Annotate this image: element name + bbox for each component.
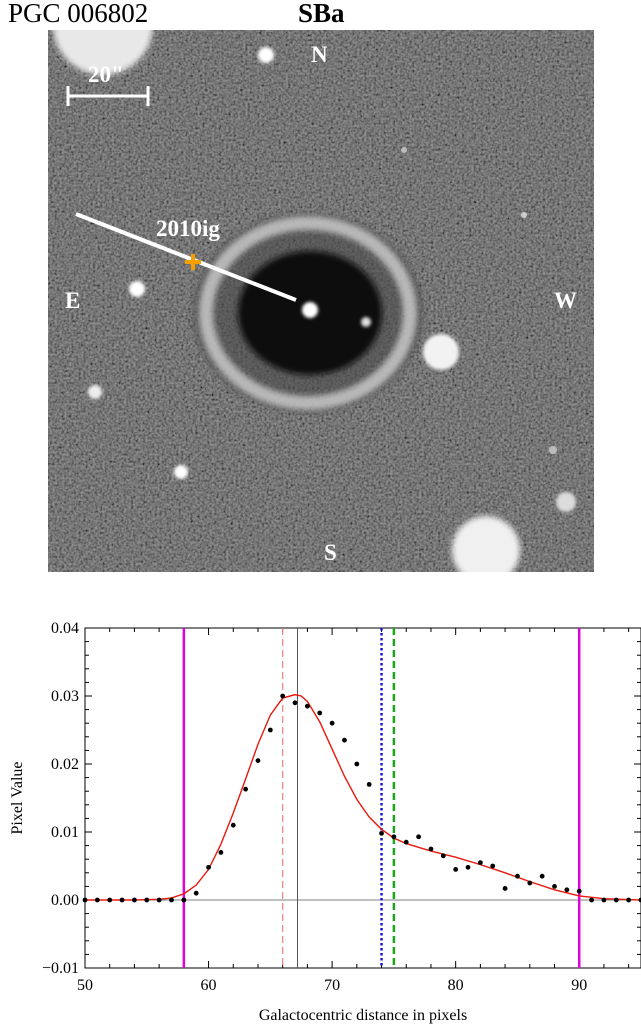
data-point [515, 873, 520, 879]
data-point [391, 834, 397, 840]
y-tick-label: 0.02 [51, 756, 79, 773]
compass-south: S [324, 540, 337, 565]
morphological-type: SBa [298, 0, 345, 28]
data-point [292, 700, 298, 706]
compass-east: E [65, 288, 81, 313]
data-point [490, 863, 496, 869]
data-point [193, 890, 199, 896]
data-point [317, 710, 323, 716]
corner-star [452, 516, 520, 572]
galaxy-nucleus [302, 302, 318, 318]
data-point [502, 886, 508, 891]
data-point [416, 834, 421, 840]
plot-frame [84, 627, 641, 969]
supernova-marker-icon [185, 254, 201, 270]
compass-west: W [554, 288, 577, 313]
data-point [181, 897, 187, 903]
data-point [552, 884, 557, 889]
x-tick-label: 80 [448, 977, 464, 994]
data-point [379, 830, 384, 836]
compass-north: N [311, 42, 328, 67]
data-point [107, 897, 113, 903]
data-point [601, 897, 607, 903]
x-tick-label: 60 [201, 977, 217, 994]
data-point [539, 873, 545, 879]
galaxy-image: N S E W 20" 2010ig [48, 30, 594, 572]
galaxy-image-svg [48, 30, 594, 572]
y-axis-label: Pixel Value [9, 761, 26, 834]
data-point [255, 758, 261, 763]
data-point [342, 737, 347, 743]
data-point [94, 897, 100, 903]
scale-bar-label: 20" [88, 62, 124, 87]
profile-chart-svg: 50 60 70 80 90 −0.01 0.00 0.01 0.02 0.03 0.04 Galac… [9, 620, 641, 1024]
data-point [329, 720, 335, 726]
corner-star [53, 30, 153, 75]
data-point [354, 761, 360, 767]
data-point [626, 897, 632, 903]
x-tick-label: 50 [77, 977, 93, 994]
y-tick-label: −0.01 [42, 960, 79, 977]
data-point [119, 897, 125, 903]
fit-curve [85, 693, 641, 901]
x-axis-label: Galactocentric distance in pixels [259, 1007, 467, 1024]
data-point [243, 786, 249, 792]
galaxy-ring [199, 216, 417, 410]
data-point [638, 897, 641, 903]
profile-chart: 50 60 70 80 90 −0.01 0.00 0.01 0.02 0.03 0.04 Galac… [0, 600, 641, 1027]
direction-line [75, 212, 297, 302]
data-point [144, 897, 150, 903]
data-point [613, 897, 619, 903]
data-point [206, 864, 211, 870]
scale-bar [66, 86, 150, 106]
data-point [82, 897, 88, 903]
data-point [156, 897, 162, 903]
x-tick-label: 90 [571, 977, 587, 994]
data-point [366, 782, 372, 787]
data-point [453, 867, 459, 872]
y-tick-label: 0.00 [51, 892, 79, 909]
galaxy-name: PGC 006802 [8, 0, 149, 28]
data-point [576, 888, 582, 894]
data-point [280, 693, 286, 699]
data-point [428, 846, 434, 852]
data-point [440, 853, 446, 859]
y-tick-label: 0.01 [51, 824, 79, 841]
data-point [230, 822, 236, 828]
data-point [267, 727, 273, 733]
data-point [305, 703, 310, 709]
data-point [403, 839, 409, 845]
data-point [477, 860, 483, 865]
y-tick-label: 0.04 [51, 620, 79, 637]
data-point [564, 887, 570, 893]
data-point [169, 897, 174, 903]
data-point [132, 897, 137, 903]
data-point [527, 880, 533, 886]
data-point [465, 864, 471, 870]
supernova-label: 2010ig [156, 216, 220, 241]
y-tick-label: 0.03 [51, 688, 79, 705]
data-point [218, 850, 224, 855]
x-tick-label: 70 [324, 977, 340, 994]
data-point [589, 897, 594, 903]
